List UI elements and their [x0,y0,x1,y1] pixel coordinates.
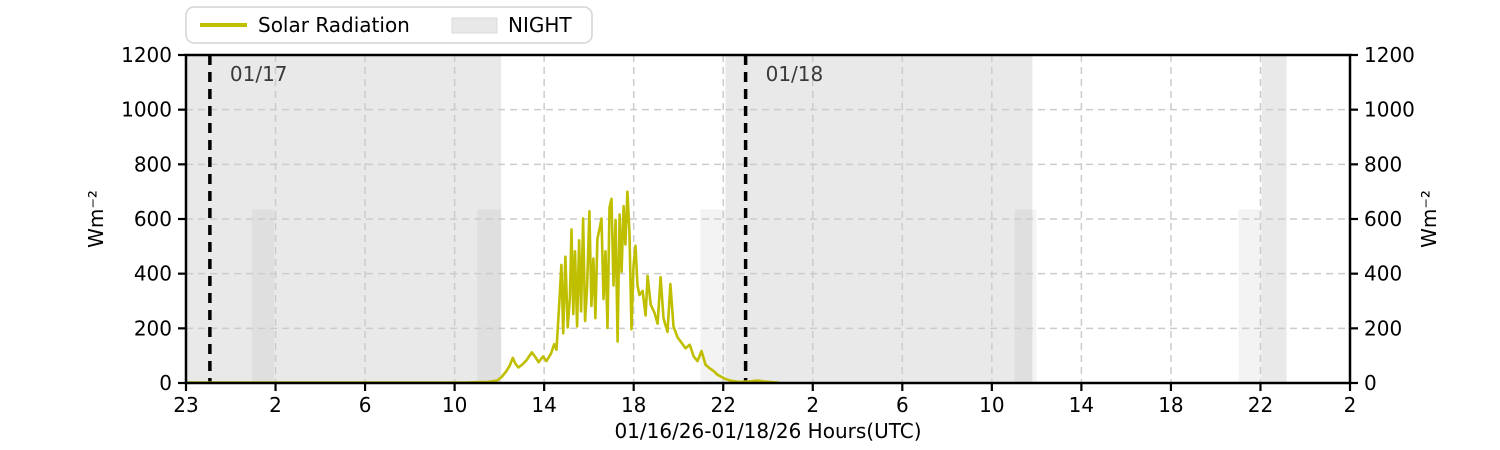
twilight-band [700,209,726,383]
legend-box [185,6,593,44]
x-tick-label: 14 [1069,393,1094,417]
x-tick-label: 22 [711,393,736,417]
legend [185,6,593,44]
y-axis-label-left: Wm⁻² [84,190,108,248]
twilight-band [477,209,502,383]
day-marker-label: 01/17 [230,62,288,86]
y-tick-label-left: 600 [134,207,172,231]
y-tick-label-left: 400 [134,262,172,286]
legend-label-night: NIGHT [508,13,572,37]
twilight-band [251,209,275,383]
x-tick-label: 18 [1158,393,1183,417]
day-marker-label: 01/18 [766,62,824,86]
x-tick-label: 2 [806,393,819,417]
x-tick-label: 6 [359,393,372,417]
x-tick-label: 22 [1248,393,1273,417]
y-tick-label-left: 1200 [121,43,172,67]
y-tick-label-right: 0 [1364,371,1377,395]
night-band [725,55,1033,383]
legend-label-solar-radiation: Solar Radiation [258,13,410,37]
y-tick-label-right: 600 [1364,207,1402,231]
y-tick-label-left: 0 [159,371,172,395]
y-tick-label-left: 1000 [121,98,172,122]
x-axis-label: 01/16/26-01/18/26 Hours(UTC) [614,419,921,443]
x-tick-label: 23 [173,393,198,417]
legend-night-swatch [451,17,498,34]
x-tick-label: 2 [1344,393,1357,417]
twilight-band [1238,209,1262,383]
y-tick-label-right: 1000 [1364,98,1415,122]
twilight-band [1014,209,1037,383]
y-tick-label-right: 800 [1364,152,1402,176]
x-tick-label: 18 [621,393,646,417]
x-tick-label: 10 [442,393,467,417]
y-tick-label-right: 1200 [1364,43,1415,67]
x-tick-label: 14 [531,393,556,417]
y-tick-label-right: 200 [1364,316,1402,340]
y-tick-label-left: 800 [134,152,172,176]
x-tick-label: 6 [896,393,909,417]
y-axis-label-right: Wm⁻² [1417,190,1441,248]
y-tick-label-left: 200 [134,316,172,340]
x-tick-label: 2 [269,393,282,417]
x-tick-label: 10 [979,393,1004,417]
y-tick-label-right: 400 [1364,262,1402,286]
